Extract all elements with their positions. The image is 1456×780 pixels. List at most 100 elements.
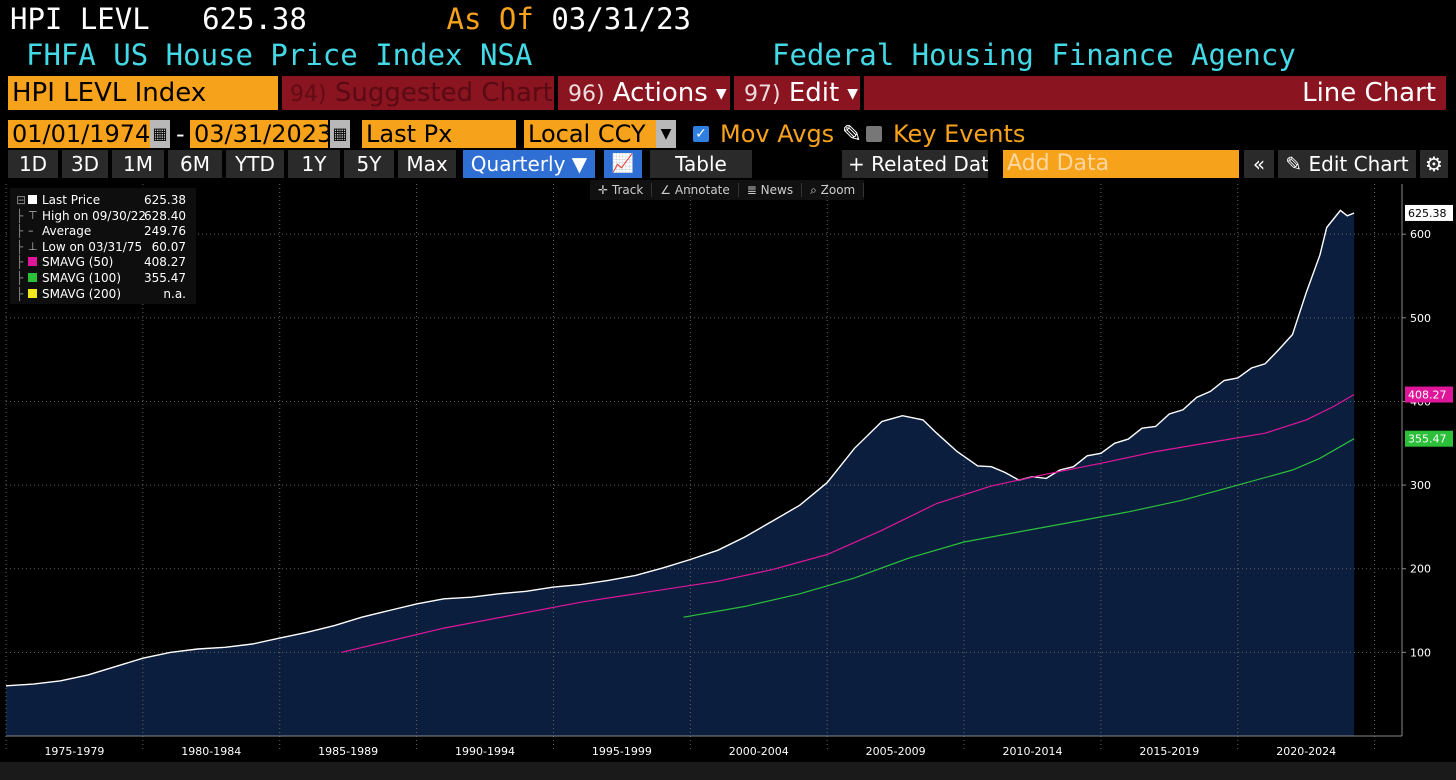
series-line-smavg-100-: [683, 438, 1355, 618]
last-value-label: 355.47: [1408, 433, 1447, 446]
legend-name: SMAVG (50): [42, 255, 114, 270]
y-tick-label: 600: [1410, 228, 1431, 241]
legend-value: 249.76: [144, 224, 186, 239]
period-button-3d[interactable]: 3D: [62, 150, 108, 178]
suggested-label: Suggested Charts: [334, 78, 554, 108]
legend-name: High on 09/30/22: [42, 208, 147, 223]
zoom-tool[interactable]: ⌕ Zoom: [802, 183, 865, 197]
title-line: HPI LEVL 625.38 As Of 03/31/23: [10, 2, 691, 36]
tree-icon: ├: [16, 271, 24, 285]
legend-name: Average: [42, 224, 92, 239]
legend-swatch: [28, 257, 37, 267]
gear-icon[interactable]: ⚙: [1420, 150, 1448, 178]
area-fill: [6, 210, 1355, 736]
tree-icon: ├: [16, 208, 24, 223]
y-tick-label: 500: [1410, 312, 1431, 325]
tree-icon: ├: [16, 286, 24, 301]
period-button-max[interactable]: Max: [398, 150, 456, 178]
chart-type-label[interactable]: Line Chart: [864, 76, 1446, 110]
source-name: Federal Housing Finance Agency: [772, 38, 1296, 72]
ticker: HPI LEVL: [10, 2, 150, 36]
legend-name: Last Price: [42, 193, 101, 207]
period-button-1d[interactable]: 1D: [8, 150, 58, 178]
chevron-down-icon[interactable]: ▼: [656, 120, 676, 148]
edit-label: Edit: [788, 78, 840, 108]
period-button-5y[interactable]: 5Y: [344, 150, 394, 178]
series-line-smavg-50-: [341, 393, 1355, 653]
edit-chart-button[interactable]: ✎ Edit Chart: [1278, 150, 1416, 178]
y-tick-label: 200: [1410, 563, 1431, 576]
y-tick-label: 300: [1410, 479, 1431, 492]
line-chart-icon[interactable]: 📈: [604, 150, 642, 178]
legend-swatch: [28, 288, 37, 298]
annotate-tool[interactable]: ∠ Annotate: [652, 183, 739, 197]
actions-menu[interactable]: 96) Actions ▼: [558, 76, 730, 110]
mov-avgs-text: Mov Avgs: [720, 120, 835, 148]
legend-row: ├ SMAVG (50) 408.27: [16, 254, 192, 270]
x-tick-label: 2005-2009: [866, 745, 926, 758]
edit-menu[interactable]: 97) Edit ▼: [734, 76, 860, 110]
as-of-date: 03/31/23: [551, 2, 691, 36]
legend-value: 625.38: [144, 193, 186, 207]
last-value-label: 625.38: [1408, 207, 1447, 220]
tree-icon: ├: [16, 239, 24, 254]
y-tick-label: 100: [1410, 646, 1431, 659]
legend-value: 60.07: [151, 239, 186, 254]
key-events-checkbox[interactable]: [866, 126, 882, 142]
last-value-label: 408.27: [1408, 389, 1447, 402]
calendar-icon[interactable]: ▦: [330, 120, 350, 148]
actions-label: Actions: [612, 78, 708, 108]
key-events-label[interactable]: Key Events: [893, 120, 1026, 148]
table-button[interactable]: Table: [650, 150, 752, 178]
chevron-down-icon: ▼: [715, 85, 727, 102]
x-tick-label: 1980-1984: [181, 745, 241, 758]
field-select[interactable]: Last Px: [362, 120, 516, 148]
legend-row: ├ SMAVG (100) 355.47: [16, 270, 192, 286]
start-date-input[interactable]: 01/01/1974: [8, 120, 150, 148]
last-value: 625.38: [202, 2, 307, 36]
related-data-button[interactable]: + Related Data: [842, 150, 988, 178]
period-button-1y[interactable]: 1Y: [288, 150, 340, 178]
frequency-label: Quarterly: [470, 152, 566, 176]
track-tool[interactable]: ✛ Track: [590, 183, 653, 197]
legend-name: SMAVG (100): [42, 271, 122, 285]
series-line-last-price: [5, 209, 1355, 687]
tree-icon: ├: [16, 224, 24, 239]
collapse-icon[interactable]: «: [1244, 150, 1274, 178]
news-tool[interactable]: ≣ News: [738, 183, 803, 197]
mov-avgs-checkbox[interactable]: ✓: [693, 126, 709, 142]
x-tick-label: 1985-1989: [318, 745, 378, 758]
fn-number: 97): [744, 82, 781, 107]
fn-number: 94): [290, 82, 327, 107]
tree-icon: ⊟: [16, 193, 27, 207]
footer-bar: [0, 762, 1456, 780]
period-button-1m[interactable]: 1M: [112, 150, 164, 178]
calendar-icon[interactable]: ▦: [150, 120, 170, 148]
suggested-charts-button[interactable]: 94) Suggested Charts: [282, 76, 554, 110]
legend-name: Low on 03/31/75: [42, 239, 143, 254]
chart-area[interactable]: 1002003004005006001975-19791980-19841985…: [0, 180, 1456, 762]
edit-chart-label: Edit Chart: [1308, 152, 1409, 176]
x-tick-label: 2015-2019: [1139, 745, 1199, 758]
fn-number: 96): [568, 82, 605, 107]
legend-name: SMAVG (200): [42, 286, 122, 301]
period-button-6m[interactable]: 6M: [168, 150, 222, 178]
marker-icon: ⊥: [28, 239, 38, 253]
end-date-input[interactable]: 03/31/2023: [190, 120, 332, 148]
legend-value: n.a.: [163, 286, 186, 301]
period-button-ytd[interactable]: YTD: [226, 150, 284, 178]
date-separator: -: [176, 120, 185, 148]
legend-row: ├ ⊤ High on 09/30/22 628.40: [16, 208, 192, 224]
frequency-select[interactable]: Quarterly ▼: [463, 150, 595, 178]
x-tick-label: 1995-1999: [592, 745, 652, 758]
legend-row: ├ – Average 249.76: [16, 223, 192, 239]
pencil-icon: ✎: [1285, 152, 1303, 176]
add-data-input[interactable]: Add Data: [1003, 150, 1239, 178]
mov-avgs-label[interactable]: Mov Avgs ✎: [720, 120, 862, 148]
currency-select[interactable]: Local CCY: [524, 120, 656, 148]
marker-icon: –: [28, 224, 34, 238]
security-name: FHFA US House Price Index NSA: [26, 38, 533, 72]
pencil-icon[interactable]: ✎: [841, 120, 862, 148]
legend-row: ⊟ Last Price 625.38: [16, 192, 192, 208]
security-field[interactable]: HPI LEVL Index: [8, 76, 278, 110]
